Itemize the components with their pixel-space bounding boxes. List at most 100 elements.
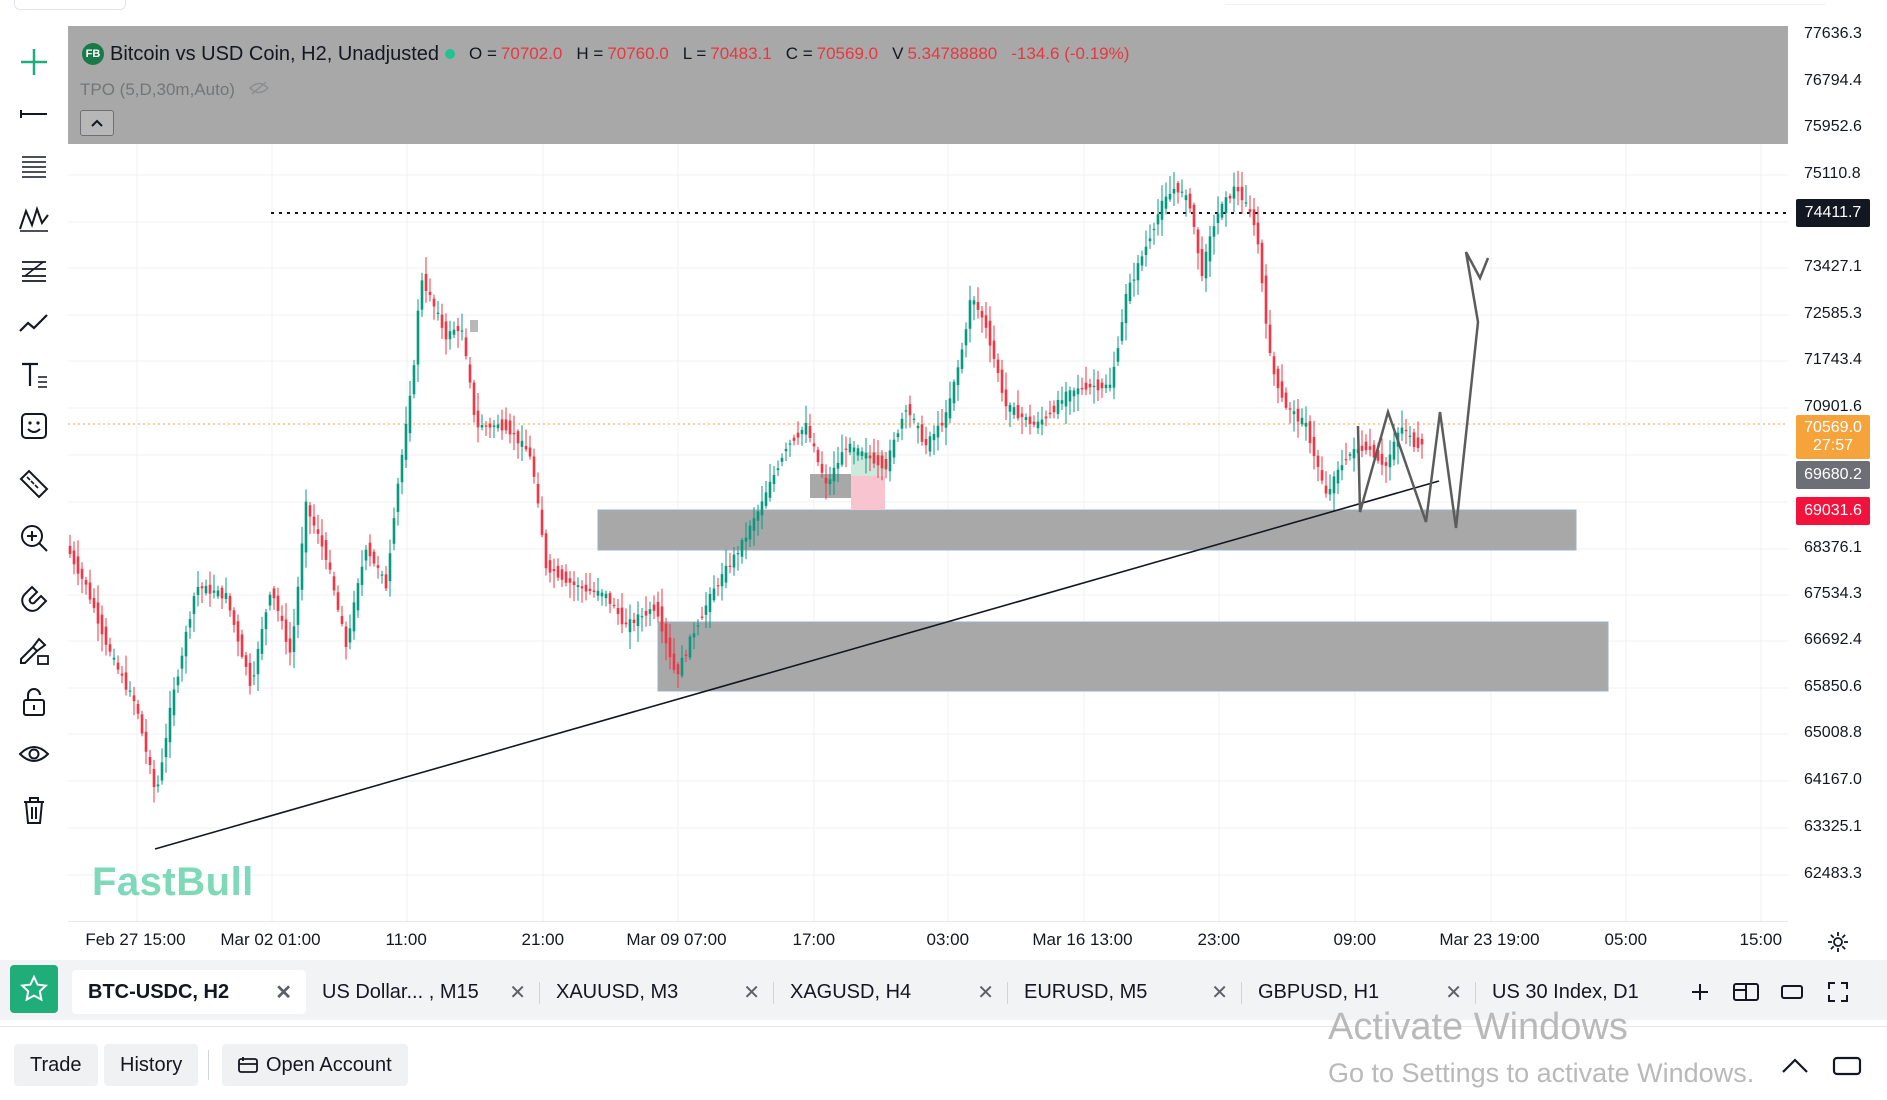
candle-body <box>472 382 476 415</box>
chart-canvas[interactable] <box>68 26 1788 922</box>
watchlist-button[interactable] <box>10 965 58 1013</box>
candle-body <box>152 768 156 788</box>
candle-body <box>588 588 592 592</box>
close-tab-icon[interactable]: ✕ <box>743 982 760 1004</box>
candle-body <box>504 419 508 431</box>
candle-body <box>236 621 240 642</box>
candle-body <box>556 565 560 578</box>
hidden-eye-icon[interactable] <box>248 80 269 100</box>
candle-body <box>728 565 732 567</box>
close-tab-icon[interactable]: ✕ <box>509 982 526 1004</box>
candle-body <box>212 590 216 593</box>
tpo-indicator-legend[interactable]: TPO (5,D,30m,Auto) <box>78 76 290 104</box>
candle-body <box>544 533 548 569</box>
candle-body <box>732 554 736 568</box>
forecast-icon[interactable] <box>12 248 56 292</box>
projection-path[interactable] <box>1356 251 1490 529</box>
eye-icon[interactable] <box>12 732 56 776</box>
trade-button[interactable]: Trade <box>14 1044 98 1086</box>
candle-body <box>1064 391 1068 407</box>
candle-body <box>1028 416 1032 424</box>
close-tab-icon[interactable]: ✕ <box>1445 982 1462 1004</box>
panel-icon[interactable] <box>1832 1054 1862 1078</box>
fastbull-logo: FastBull <box>92 860 254 904</box>
brush-icon[interactable] <box>12 300 56 344</box>
trash-icon[interactable] <box>12 788 56 832</box>
emoji-icon[interactable] <box>12 404 56 448</box>
trend-line-icon[interactable] <box>12 92 56 136</box>
candle-body <box>492 425 496 427</box>
candle-body <box>1132 279 1136 281</box>
fibonacci-icon[interactable] <box>12 144 56 188</box>
close-tab-icon[interactable]: ✕ <box>275 982 292 1004</box>
ruler-icon[interactable] <box>12 462 56 506</box>
gear-icon[interactable] <box>1826 930 1850 954</box>
price-tick-label: 75110.8 <box>1804 165 1861 182</box>
series-legend[interactable]: FB Bitcoin vs USD Coin, H2, Unadjusted O… <box>78 39 1152 69</box>
candle-body <box>1300 417 1304 425</box>
candle-body <box>1384 462 1388 466</box>
long-position-zone[interactable] <box>851 452 885 476</box>
candle-body <box>272 588 276 599</box>
candle-body <box>584 584 588 592</box>
trend-line[interactable] <box>154 480 1440 850</box>
zoom-in-icon[interactable] <box>12 516 56 560</box>
candle-body <box>868 455 872 459</box>
candle-body <box>1072 390 1076 397</box>
candle-body <box>660 606 664 632</box>
candle-body <box>768 481 772 498</box>
price-chart[interactable] <box>68 26 1788 922</box>
symbol-tab[interactable]: BTC-USDC, H2 ✕ <box>72 970 306 1014</box>
candle-body <box>332 576 336 591</box>
symbol-tab[interactable]: US Dollar... , M15 ✕ <box>306 970 540 1014</box>
pattern-icon[interactable] <box>12 196 56 240</box>
candle-body <box>1296 408 1300 422</box>
add-tab-icon[interactable] <box>1686 978 1714 1006</box>
candle-body <box>1092 385 1096 388</box>
symbol-tab[interactable]: GBPUSD, H1 ✕ <box>1242 970 1476 1014</box>
candle-body <box>220 587 224 599</box>
candle-body <box>856 448 860 456</box>
history-button[interactable]: History <box>104 1044 199 1086</box>
candle-body <box>396 483 400 512</box>
candle-body <box>120 673 124 676</box>
time-tick-label: Feb 27 15:00 <box>85 930 186 949</box>
demand-zone-upper[interactable] <box>597 509 1577 551</box>
candle-body <box>572 581 576 586</box>
lock-icon[interactable] <box>12 680 56 724</box>
top-control[interactable] <box>14 0 126 10</box>
crosshair-icon[interactable] <box>12 40 56 84</box>
symbol-tab[interactable]: EURUSD, M5 ✕ <box>1008 970 1242 1014</box>
layout-icon[interactable] <box>1732 978 1760 1006</box>
magnet-icon[interactable] <box>12 576 56 620</box>
collapse-legend-button[interactable] <box>80 110 114 136</box>
text-icon[interactable] <box>12 352 56 396</box>
close-tab-icon[interactable]: ✕ <box>1211 982 1228 1004</box>
window-icon[interactable] <box>1778 978 1806 1006</box>
chevron-up-icon[interactable] <box>1780 1056 1810 1076</box>
grey-price-tag: 69680.2 <box>1796 461 1870 489</box>
candle-body <box>780 457 784 462</box>
candle-body <box>696 625 700 627</box>
candle-body <box>1020 413 1024 417</box>
candle-body <box>496 424 500 429</box>
drawing-lock-icon[interactable] <box>12 628 56 672</box>
symbol-tab[interactable]: US 30 Index, D1 <box>1476 970 1710 1014</box>
symbol-tab[interactable]: XAGUSD, H4 ✕ <box>774 970 1008 1014</box>
demand-zone-lower[interactable] <box>657 621 1609 692</box>
symbol-tab[interactable]: XAUUSD, M3 ✕ <box>540 970 774 1014</box>
candle-body <box>1180 191 1184 193</box>
candle-body <box>524 446 528 450</box>
tab-separator <box>1007 982 1008 1004</box>
candle-body <box>536 483 540 504</box>
open-account-button[interactable]: Open Account <box>222 1044 408 1086</box>
close-tab-icon[interactable]: ✕ <box>977 982 994 1004</box>
fullscreen-icon[interactable] <box>1824 978 1852 1006</box>
short-position-zone[interactable] <box>851 476 885 510</box>
candle-body <box>816 449 820 463</box>
candle-body <box>880 455 884 469</box>
candle-body <box>148 757 152 765</box>
candle-body <box>980 310 984 318</box>
candle-body <box>1288 408 1292 410</box>
symbol-title[interactable]: Bitcoin vs USD Coin, H2, Unadjusted <box>110 42 440 65</box>
